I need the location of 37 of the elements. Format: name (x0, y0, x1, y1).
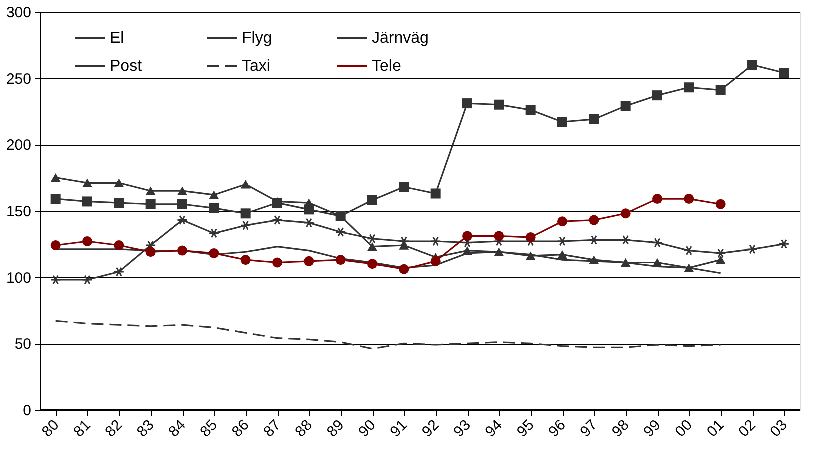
x-tick-label: 92 (418, 416, 443, 441)
x-tick-label: 84 (166, 416, 190, 441)
y-tick-label: 200 (6, 137, 32, 154)
legend-label: Järnväg (372, 30, 429, 47)
x-tick-label: 85 (197, 416, 222, 441)
y-tick-label: 100 (6, 270, 32, 287)
x-tick-label: 83 (134, 416, 158, 441)
y-tick-label: 50 (14, 336, 32, 354)
x-tick-label: 93 (450, 416, 474, 441)
legend-label: Taxi (242, 58, 270, 75)
x-tick-label: 91 (387, 416, 412, 441)
x-tick-label: 94 (482, 416, 506, 441)
x-tick-label: 87 (260, 416, 284, 441)
legend-label: El (110, 30, 124, 47)
y-tick-label: 150 (6, 204, 32, 220)
y-tick-label: 250 (6, 70, 32, 88)
x-tick-label: 80 (38, 416, 63, 441)
x-tick-label: 82 (102, 416, 126, 441)
x-tick-label: 89 (324, 416, 348, 441)
x-tick-label: 98 (608, 416, 633, 441)
y-tick-label: 0 (23, 402, 32, 420)
x-tick-label: 02 (736, 416, 760, 441)
x-tick-label: 99 (640, 416, 664, 441)
x-tick-label: 90 (356, 416, 380, 441)
x-tick-label: 81 (70, 416, 94, 441)
x-tick-label: 86 (228, 416, 253, 441)
legend-label: Post (110, 58, 143, 75)
x-tick-label: 95 (514, 416, 538, 441)
x-tick-label: 96 (546, 416, 570, 441)
y-tick-label: 300 (6, 4, 32, 22)
x-tick-label: 03 (767, 416, 792, 441)
legend-label: Tele (372, 58, 402, 75)
x-tick-label: 01 (704, 416, 728, 441)
legend-label: Flyg (242, 30, 272, 47)
x-tick-label: 00 (672, 416, 696, 441)
x-tick-label: 88 (292, 416, 316, 441)
x-tick-label: 97 (577, 416, 602, 441)
